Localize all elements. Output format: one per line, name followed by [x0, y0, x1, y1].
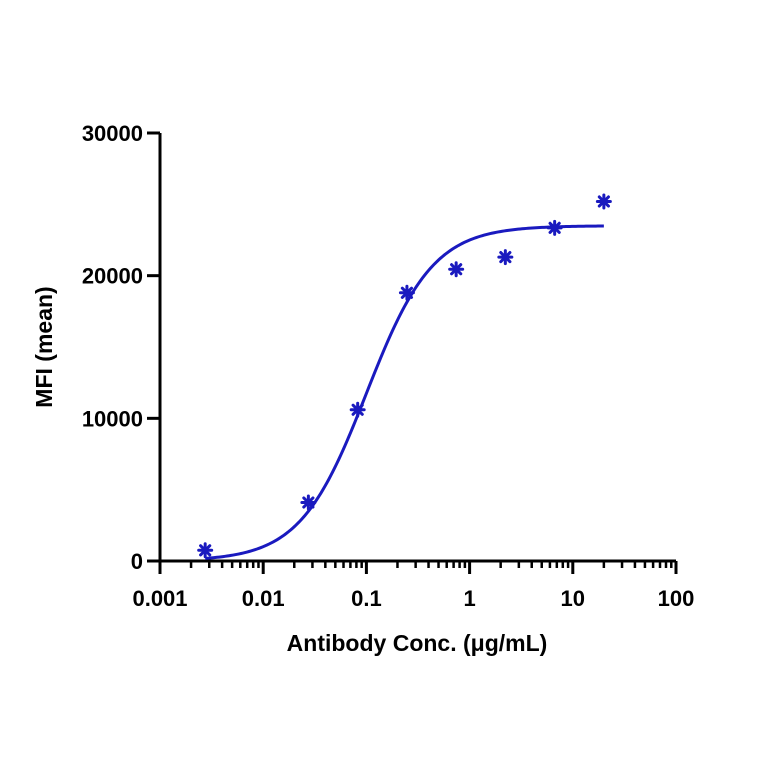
- x-tick-label: 0.001: [132, 586, 187, 611]
- x-tick-label: 0.1: [351, 586, 382, 611]
- data-point: [197, 542, 214, 559]
- x-tick-label: 100: [658, 586, 695, 611]
- x-tick-label: 10: [561, 586, 585, 611]
- data-point: [398, 284, 415, 301]
- y-tick-label: 30000: [82, 121, 143, 146]
- data-points: [197, 193, 612, 559]
- data-point: [546, 219, 563, 236]
- data-point: [448, 261, 465, 278]
- fit-curve: [205, 224, 604, 560]
- y-tick-label: 20000: [82, 264, 143, 289]
- ticks: [147, 131, 678, 574]
- data-point: [300, 494, 317, 511]
- tick-labels: 0 10000 20000 30000 0.001 0.01 0.1 1 10 100: [82, 121, 695, 611]
- y-axis-title: MFI (mean): [31, 286, 57, 407]
- y-tick-label: 10000: [82, 406, 143, 431]
- axes: [158, 133, 676, 563]
- data-point: [349, 401, 366, 418]
- data-point: [595, 193, 612, 210]
- y-tick-label: 0: [131, 549, 143, 574]
- x-tick-label: 1: [463, 586, 475, 611]
- data-point: [497, 249, 514, 266]
- x-axis-title: Antibody Conc. (μg/mL): [287, 630, 548, 656]
- x-tick-label: 0.01: [242, 586, 285, 611]
